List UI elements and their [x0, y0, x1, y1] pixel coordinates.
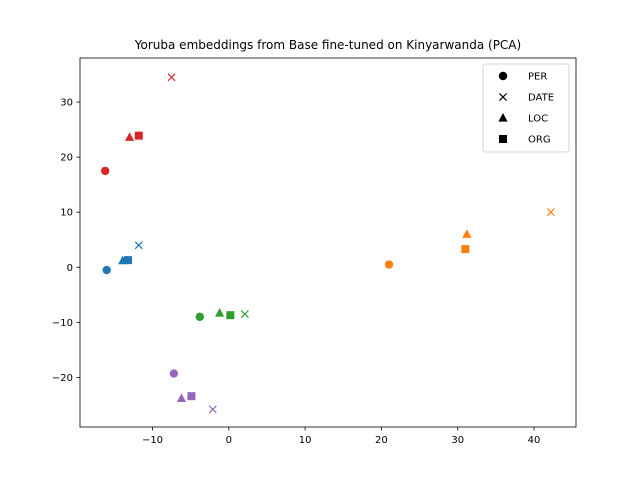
point-0-circle — [102, 265, 111, 275]
chart-title: Yoruba embeddings from Base fine-tuned o… — [134, 38, 521, 52]
point-2-triangle — [215, 307, 225, 317]
point-0-x — [134, 241, 143, 250]
axes-frame — [79, 57, 577, 428]
y-tick-label: 0 — [67, 263, 73, 274]
point-1-circle — [384, 260, 394, 269]
legend: PER DATE LOC ORG — [482, 63, 570, 153]
point-1-x — [546, 208, 555, 217]
data-points — [100, 73, 555, 414]
point-3-x — [167, 73, 176, 82]
point-1-square — [461, 245, 470, 254]
x-tick-label: 40 — [528, 435, 541, 446]
point-4-triangle — [176, 393, 187, 402]
legend-marker-x — [498, 92, 508, 102]
y-axis: −20 −10 0 10 20 30 — [52, 98, 80, 384]
x-tick-label: 20 — [375, 435, 388, 446]
legend-label: ORG — [528, 135, 551, 146]
y-tick-label: −20 — [52, 373, 73, 384]
y-tick-label: 10 — [60, 208, 73, 219]
point-3-triangle — [125, 132, 135, 141]
legend-marker-square — [499, 135, 507, 143]
x-tick-label: 0 — [226, 435, 232, 446]
legend-label: PER — [528, 72, 547, 83]
point-2-square — [226, 311, 235, 320]
x-tick-label: 30 — [451, 435, 464, 446]
legend-label: LOC — [528, 114, 548, 125]
x-tick-label: 10 — [299, 435, 312, 446]
x-tick-label: −10 — [142, 435, 163, 446]
legend-box — [482, 63, 570, 153]
legend-marker-triangle — [498, 113, 508, 122]
x-axis: −10 0 10 20 30 40 — [142, 427, 540, 446]
legend-marker-circle — [498, 71, 508, 81]
point-1-triangle — [462, 229, 472, 238]
point-3-square — [134, 131, 143, 140]
point-2-circle — [195, 312, 205, 322]
point-2-x — [240, 310, 249, 319]
point-4-square — [187, 392, 196, 401]
legend-label: DATE — [528, 93, 554, 104]
point-3-circle — [100, 166, 110, 176]
point-0-square — [124, 256, 133, 265]
y-tick-label: 30 — [60, 98, 73, 109]
y-tick-label: 20 — [60, 153, 73, 164]
y-tick-label: −10 — [52, 318, 73, 329]
point-4-x — [208, 405, 217, 414]
point-4-circle — [169, 369, 179, 378]
